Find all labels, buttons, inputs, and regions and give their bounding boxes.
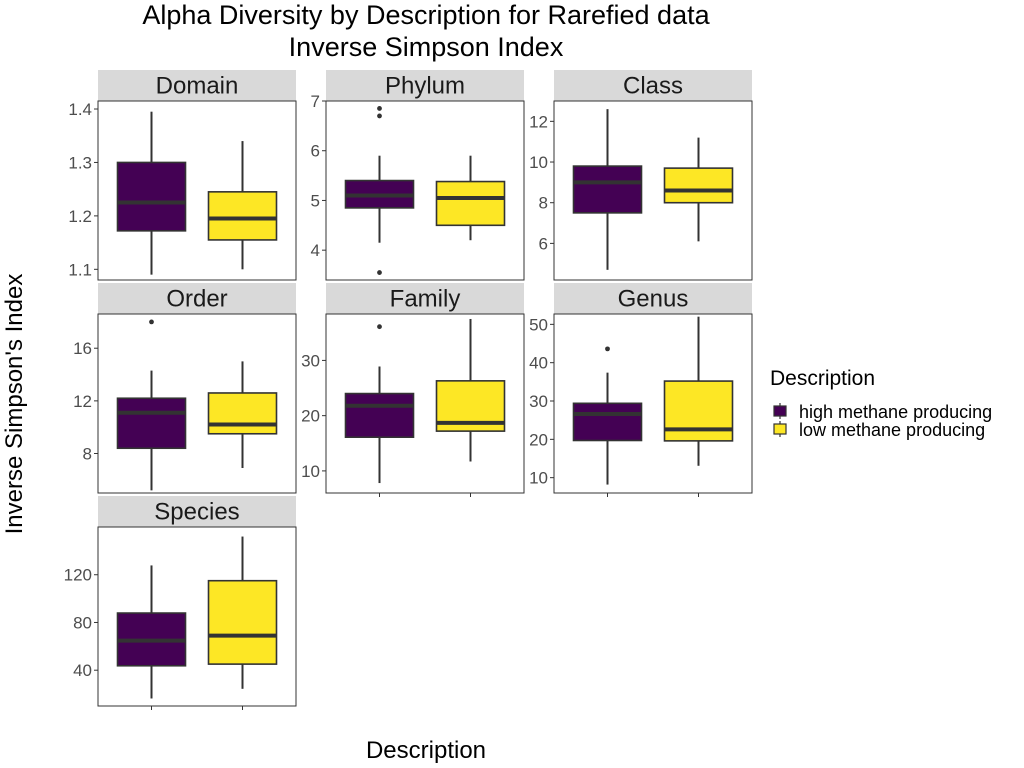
y-tick-label-family: 30 — [301, 351, 320, 370]
chart-title-line2: Inverse Simpson Index — [289, 32, 564, 62]
y-tick-label-species: 40 — [73, 661, 92, 680]
x-axis-title: Description — [366, 737, 486, 764]
strip-label-genus: Genus — [618, 286, 689, 313]
strip-label-phylum: Phylum — [385, 73, 465, 100]
y-tick-label-phylum: 6 — [311, 142, 320, 161]
y-tick-label-order: 8 — [83, 445, 92, 464]
box-domain-high — [116, 111, 187, 275]
y-tick-label-phylum: 4 — [311, 241, 320, 260]
y-tick-label-species: 120 — [64, 566, 92, 585]
iqr-box — [663, 380, 734, 442]
facet-panel-family: Family 10 20 30 — [301, 283, 525, 497]
outlier-point — [605, 346, 610, 352]
y-tick-label-family: 20 — [301, 407, 320, 426]
box-family-high — [344, 324, 415, 484]
y-tick-label-genus: 50 — [529, 315, 548, 334]
y-tick-label-phylum: 5 — [311, 191, 320, 210]
y-tick-label-phylum: 7 — [311, 92, 320, 111]
y-tick-label-domain: 1.1 — [68, 260, 92, 279]
y-tick-label-order: 16 — [73, 339, 92, 358]
box-order-high — [116, 319, 187, 491]
iqr-box — [344, 392, 415, 439]
y-tick-label-class: 6 — [539, 234, 548, 253]
y-tick-label-genus: 10 — [529, 469, 548, 488]
facet-panel-genus: Genus 10 20 30 40 50 — [529, 283, 753, 497]
strip-label-domain: Domain — [156, 73, 239, 100]
facet-panels: Domain1.11.21.31.4Phylum4567Class681012O… — [64, 70, 753, 710]
y-tick-label-domain: 1.3 — [68, 153, 92, 172]
y-tick-label-class: 12 — [529, 112, 548, 131]
strip-phylum — [326, 70, 524, 101]
facet-panel-phylum: Phylum 4 5 6 7 — [311, 70, 525, 281]
y-tick-label-genus: 40 — [529, 354, 548, 373]
box-species-high — [116, 565, 187, 699]
iqr-box — [207, 579, 278, 665]
facet-panel-class: Class 6 8 10 12 — [529, 70, 753, 281]
legend-item-high: high methane producing — [773, 402, 992, 422]
strip-family — [326, 283, 524, 314]
box-genus-high — [572, 346, 643, 485]
legend-title: Description — [770, 367, 875, 390]
box-order-low — [207, 361, 278, 468]
y-axis-title: Inverse Simpson's Index — [1, 274, 28, 535]
box-domain-low — [207, 141, 278, 270]
box-family-low — [435, 318, 506, 462]
strip-genus — [554, 283, 752, 314]
facet-panel-domain: Domain 1.1 1.2 1.3 1.4 — [68, 70, 297, 281]
y-tick-label-order: 12 — [73, 392, 92, 411]
legend: Description high methane producing low m… — [770, 367, 992, 440]
box-class-low — [663, 137, 734, 242]
strip-label-family: Family — [390, 286, 461, 313]
outlier-point — [377, 106, 382, 111]
legend-key-high — [773, 405, 787, 417]
outlier-point — [149, 319, 154, 325]
strip-species — [98, 496, 296, 527]
box-phylum-low — [435, 155, 506, 241]
strip-domain — [98, 70, 296, 101]
y-tick-label-genus: 30 — [529, 392, 548, 411]
y-tick-label-class: 8 — [539, 194, 548, 213]
strip-order — [98, 283, 296, 314]
strip-label-order: Order — [166, 286, 227, 313]
iqr-box — [207, 392, 278, 435]
y-tick-label-genus: 20 — [529, 430, 548, 449]
box-species-low — [207, 536, 278, 689]
iqr-box — [207, 191, 278, 241]
iqr-box — [116, 397, 187, 450]
box-phylum-high — [344, 106, 415, 275]
y-tick-label-domain: 1.4 — [68, 100, 92, 119]
outlier-point — [377, 324, 382, 330]
outlier-point — [377, 113, 382, 119]
iqr-box — [572, 402, 643, 442]
iqr-box — [435, 180, 506, 227]
legend-item-low: low methane producing — [773, 420, 985, 440]
box-class-high — [572, 109, 643, 270]
facet-panel-species: Species 40 80 120 — [64, 496, 297, 710]
y-tick-label-domain: 1.2 — [68, 207, 92, 226]
y-tick-label-family: 10 — [301, 462, 320, 481]
iqr-box — [663, 167, 734, 204]
iqr-box — [116, 161, 187, 232]
box-genus-low — [663, 316, 734, 466]
y-tick-label-class: 10 — [529, 153, 548, 172]
strip-class — [554, 70, 752, 101]
strip-label-class: Class — [623, 73, 683, 100]
strip-label-species: Species — [154, 499, 239, 526]
y-tick-label-species: 80 — [73, 613, 92, 632]
chart-title-line1: Alpha Diversity by Description for Raref… — [142, 0, 710, 30]
legend-label-low: low methane producing — [799, 420, 985, 440]
legend-key-low — [773, 423, 787, 435]
facet-panel-order: Order 8 12 16 — [73, 283, 297, 494]
legend-label-high: high methane producing — [799, 402, 992, 422]
iqr-box — [572, 165, 643, 214]
outlier-point — [377, 270, 382, 275]
